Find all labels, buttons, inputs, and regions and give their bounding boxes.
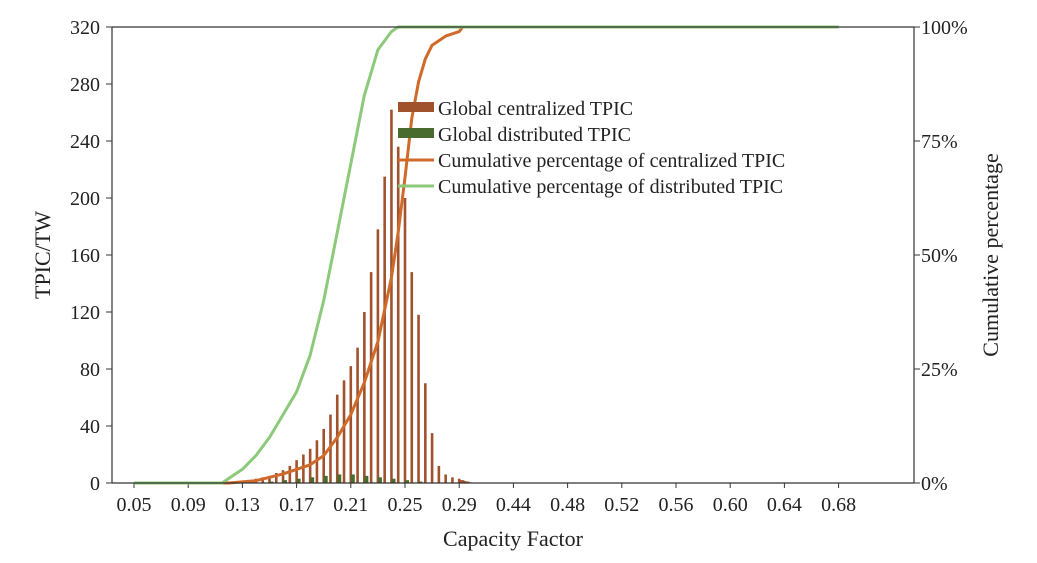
centralized-bar bbox=[281, 470, 285, 483]
y2-tick-label: 50% bbox=[921, 245, 958, 267]
legend-item: Global centralized TPIC bbox=[398, 98, 633, 120]
centralized-bar bbox=[369, 272, 373, 483]
centralized-bar bbox=[461, 480, 465, 483]
legend-item: Cumulative percentage of distributed TPI… bbox=[398, 176, 783, 198]
distributed-bar bbox=[337, 474, 342, 483]
legend-item: Cumulative percentage of centralized TPI… bbox=[398, 150, 785, 172]
centralized-bar bbox=[437, 465, 441, 483]
centralized-bar bbox=[302, 454, 305, 483]
legend-label: Global centralized TPIC bbox=[438, 98, 633, 120]
y2-tick-label: 25% bbox=[921, 359, 958, 381]
y2-axis-title: Cumulative percentage bbox=[978, 153, 1003, 356]
centralized-bar bbox=[463, 480, 466, 483]
x-tick-label: 0.52 bbox=[604, 494, 639, 516]
centralized-bar bbox=[465, 481, 468, 483]
legend-bar-swatch bbox=[398, 102, 434, 112]
x-tick-label: 0.48 bbox=[550, 494, 585, 516]
distributed-bar bbox=[364, 475, 369, 483]
centralized-bar bbox=[349, 366, 353, 483]
cumulative-lines bbox=[134, 25, 839, 485]
y-tick-label: 280 bbox=[70, 74, 100, 96]
y2-tick-label: 100% bbox=[921, 17, 968, 39]
centralized-bar bbox=[342, 380, 346, 483]
x-tick-label: 0.68 bbox=[821, 494, 856, 516]
distributed-bar bbox=[296, 478, 301, 483]
distributed-bar bbox=[310, 477, 315, 483]
centralized-bar bbox=[466, 481, 470, 483]
centralized-bar bbox=[403, 198, 407, 483]
centralized-bar bbox=[396, 146, 400, 483]
legend-label: Cumulative percentage of centralized TPI… bbox=[438, 150, 785, 172]
x-tick-label: 0.09 bbox=[171, 494, 206, 516]
distributed-bar bbox=[269, 481, 274, 483]
y2-tick-label: 0% bbox=[921, 473, 948, 495]
x-tick-label: 0.29 bbox=[442, 494, 477, 516]
legend-item: Global distributed TPIC bbox=[398, 124, 631, 146]
y2-tick-label: 75% bbox=[921, 131, 958, 153]
x-axis-title: Capacity Factor bbox=[443, 526, 584, 551]
centralized-bar bbox=[274, 473, 278, 483]
y-tick-label: 120 bbox=[70, 302, 100, 324]
centralized-bar bbox=[430, 433, 434, 483]
distributed-bar bbox=[323, 475, 328, 483]
centralized-bar bbox=[376, 229, 380, 483]
legend-label: Global distributed TPIC bbox=[438, 124, 631, 146]
centralized-bar bbox=[424, 383, 427, 483]
y-tick-label: 200 bbox=[70, 188, 100, 210]
distributed-cumulative-line bbox=[134, 25, 839, 485]
centralized-bar bbox=[451, 477, 454, 483]
x-tick-label: 0.56 bbox=[659, 494, 694, 516]
y-tick-label: 0 bbox=[90, 473, 100, 495]
centralized-bar bbox=[390, 109, 393, 484]
centralized-bar bbox=[356, 347, 359, 483]
y-tick-label: 160 bbox=[70, 245, 100, 267]
distributed-bar bbox=[418, 481, 423, 483]
right-axis-ticks: 0% 25% 50% 75% 100% bbox=[914, 17, 968, 495]
y-tick-label: 80 bbox=[80, 359, 100, 381]
centralized-bar bbox=[268, 475, 271, 483]
left-axis-ticks: 0 40 80 120 160 200 240 280 320 bbox=[70, 17, 112, 495]
centralized-bar bbox=[417, 314, 420, 483]
distributed-bar bbox=[391, 478, 396, 483]
centralized-bar bbox=[363, 312, 366, 483]
x-tick-label: 0.44 bbox=[496, 494, 531, 516]
centralized-bar bbox=[410, 272, 414, 483]
x-axis-ticks: 0.05 0.09 0.13 0.17 0.21 0.25 0.29 0.44 0.48 0.52… bbox=[117, 483, 856, 516]
y-tick-label: 240 bbox=[70, 131, 100, 153]
legend: Global centralized TPIC Global distribute… bbox=[398, 98, 785, 198]
distributed-bar bbox=[377, 477, 382, 483]
y-axis-title: TPIC/TW bbox=[30, 211, 55, 299]
centralized-bar bbox=[457, 478, 461, 483]
y-tick-label: 40 bbox=[80, 416, 100, 438]
centralized-bar bbox=[459, 480, 463, 483]
x-tick-label: 0.17 bbox=[279, 494, 314, 516]
centralized-bar bbox=[295, 460, 298, 483]
distributed-bar bbox=[350, 474, 355, 483]
centralized-bar bbox=[444, 474, 447, 483]
distributed-bar bbox=[283, 480, 288, 483]
legend-bar-swatch bbox=[398, 128, 434, 138]
centralized-bar bbox=[383, 176, 386, 483]
x-tick-label: 0.13 bbox=[225, 494, 260, 516]
x-tick-label: 0.25 bbox=[388, 494, 423, 516]
centralized-cumulative-line bbox=[134, 25, 839, 485]
x-tick-label: 0.60 bbox=[713, 494, 748, 516]
y-tick-label: 320 bbox=[70, 17, 100, 39]
x-tick-label: 0.05 bbox=[117, 494, 152, 516]
distributed-bar bbox=[405, 480, 409, 483]
x-tick-label: 0.64 bbox=[767, 494, 802, 516]
legend-label: Cumulative percentage of distributed TPI… bbox=[438, 176, 783, 198]
x-tick-label: 0.21 bbox=[333, 494, 368, 516]
centralized-bar bbox=[288, 465, 292, 483]
